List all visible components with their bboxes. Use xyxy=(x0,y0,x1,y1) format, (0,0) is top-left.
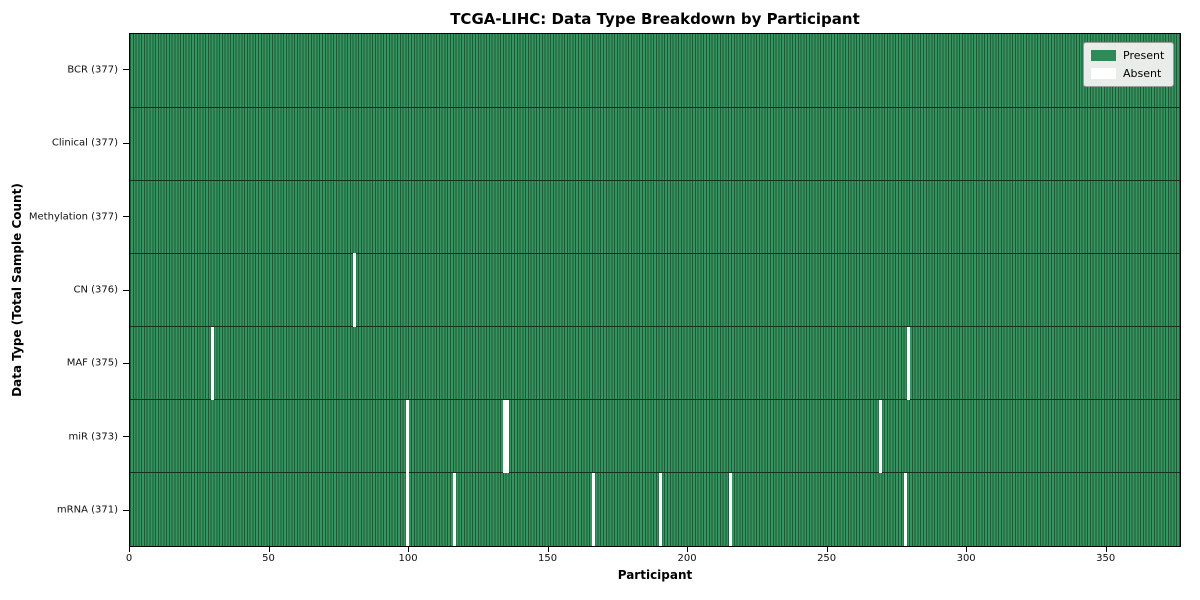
row-separator xyxy=(130,252,1180,255)
row-separator xyxy=(130,106,1180,108)
y-tick-label: Clinical (377) xyxy=(51,137,118,149)
row-separator xyxy=(130,325,1180,328)
y-axis-tick-marks xyxy=(123,33,129,547)
x-tick-label: 100 xyxy=(398,553,418,564)
absent-cell xyxy=(904,472,908,546)
absent-cell xyxy=(659,472,662,546)
x-tick-mark xyxy=(826,547,828,552)
absent-cell xyxy=(907,326,910,400)
row-separator xyxy=(130,179,1180,181)
x-tick-label: 200 xyxy=(677,553,697,564)
x-axis-tick-marks xyxy=(129,547,1181,552)
x-tick-label: 0 xyxy=(125,553,133,564)
absent-cell xyxy=(879,399,882,473)
absent-cell xyxy=(352,253,356,327)
y-tick-mark xyxy=(123,216,129,218)
heatmap-plot xyxy=(129,33,1181,547)
row-separator xyxy=(130,399,1180,401)
x-axis-title: Participant xyxy=(617,568,693,582)
y-tick-mark xyxy=(123,289,129,291)
absent-cell xyxy=(728,472,732,546)
x-axis-tick-labels: 0 50 100 150 200 250 300 350 xyxy=(125,553,1181,565)
y-tick-label: miR (373) xyxy=(68,431,118,443)
absent-cell xyxy=(592,472,596,546)
x-tick-mark xyxy=(966,547,968,552)
legend-label-absent: Absent xyxy=(1123,67,1162,80)
y-tick-mark xyxy=(123,436,129,438)
y-tick-mark xyxy=(123,509,129,511)
absent-cell xyxy=(505,399,509,473)
x-tick-label: 300 xyxy=(956,553,976,564)
present-swatch-icon xyxy=(1091,50,1116,61)
absent-cell xyxy=(405,399,409,473)
chart-title: TCGA-LIHC: Data Type Breakdown by Partic… xyxy=(450,10,860,28)
absent-cell xyxy=(453,472,456,546)
x-tick-mark xyxy=(547,547,549,552)
legend-label-present: Present xyxy=(1123,49,1165,62)
absent-cell xyxy=(210,326,214,400)
y-tick-mark xyxy=(123,362,129,364)
x-tick-label: 350 xyxy=(1096,553,1116,564)
legend: Present Absent xyxy=(1083,42,1175,87)
x-tick-mark xyxy=(129,547,130,552)
y-tick-mark xyxy=(123,69,129,71)
y-tick-mark xyxy=(123,142,129,144)
absent-cell xyxy=(405,472,409,546)
absent-cell xyxy=(503,399,506,473)
absent-swatch-icon xyxy=(1091,68,1116,79)
y-axis-tick-labels: BCR (377) Clinical (377) Methylation (377)… xyxy=(0,33,122,547)
y-tick-label: BCR (377) xyxy=(67,64,118,76)
y-tick-label: MAF (375) xyxy=(66,357,118,369)
y-tick-label: mRNA (371) xyxy=(56,504,118,516)
x-tick-label: 50 xyxy=(262,553,275,564)
x-tick-mark xyxy=(687,547,689,552)
x-tick-mark xyxy=(268,547,270,552)
x-tick-label: 250 xyxy=(817,553,837,564)
row-separator xyxy=(130,472,1180,474)
legend-item-present: Present xyxy=(1091,49,1164,62)
y-tick-label: CN (376) xyxy=(73,284,118,296)
x-tick-mark xyxy=(408,547,410,552)
y-tick-label: Methylation (377) xyxy=(28,211,118,223)
x-tick-label: 150 xyxy=(538,553,558,564)
x-tick-mark xyxy=(1105,547,1107,552)
legend-item-absent: Absent xyxy=(1091,67,1164,80)
